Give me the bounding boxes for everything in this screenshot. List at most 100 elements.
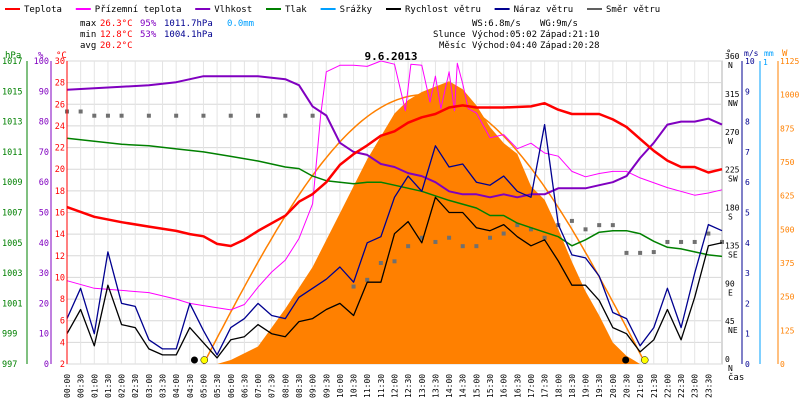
wind-direction-point xyxy=(692,239,697,244)
ms-tick-label: 2 xyxy=(745,299,750,308)
wind-direction-point xyxy=(201,113,206,118)
legend-label: Vlhkost xyxy=(214,5,252,15)
x-tick-label: 10:30 xyxy=(350,374,359,398)
sunset-info: Západ:21:10 xyxy=(540,30,600,40)
pct-tick-label: 20 xyxy=(39,299,49,309)
temp-tick-label: 14 xyxy=(55,230,65,240)
deg-tick-label: 315 xyxy=(725,90,740,99)
legend-label: Rychlost větru xyxy=(405,5,481,15)
deg-tick-label: 135 xyxy=(725,241,740,250)
temp-tick-label: 18 xyxy=(55,187,65,197)
deg-direction-label: SE xyxy=(728,250,738,259)
stat-min-temp: 12.8°C xyxy=(100,30,133,40)
deg-direction-label: NW xyxy=(728,99,738,108)
hpa-tick-label: 1011 xyxy=(2,148,22,158)
x-tick-label: 16:00 xyxy=(500,374,509,398)
x-axis-label: čas xyxy=(728,372,744,383)
legend-label: Náraz větru xyxy=(514,5,574,15)
deg-tick-label: 45 xyxy=(725,317,735,326)
legend-label: Směr větru xyxy=(606,5,660,15)
wind-direction-point xyxy=(406,244,411,249)
sunrise-info: Východ:05:02 xyxy=(472,30,537,40)
w-tick-label: 250 xyxy=(780,293,795,302)
ms-tick-label: 4 xyxy=(745,239,750,248)
stat-label: avg xyxy=(80,41,96,51)
deg-tick-label: 270 xyxy=(725,128,740,137)
stat-label: max xyxy=(80,19,97,29)
temp-tick-label: 26 xyxy=(55,100,65,110)
hpa-tick-label: 997 xyxy=(2,360,17,370)
wind-direction-point xyxy=(146,113,151,118)
temp-tick-label: 10 xyxy=(55,273,65,283)
hpa-axis-label: hPa xyxy=(5,51,21,61)
ms-tick-label: 3 xyxy=(745,269,750,278)
temp-tick-label: 24 xyxy=(55,122,65,132)
temp-tick-label: 16 xyxy=(55,209,65,219)
stat-min-hum: 53% xyxy=(140,30,157,40)
x-tick-label: 09:30 xyxy=(322,374,331,398)
legend-label: Teplota xyxy=(24,5,62,15)
stat-max-rain: 0.0mm xyxy=(227,19,254,29)
moonrise-info: Východ:04:40 xyxy=(472,41,537,51)
hpa-tick-label: 1003 xyxy=(2,269,22,279)
x-tick-label: 10:00 xyxy=(336,374,345,398)
hpa-tick-label: 1009 xyxy=(2,178,22,188)
temp-tick-label: 8 xyxy=(60,295,65,305)
temp-tick-label: 22 xyxy=(55,144,65,154)
temp-tick-label: 6 xyxy=(60,317,65,327)
deg-direction-label: N xyxy=(728,364,733,373)
x-tick-label: 00:30 xyxy=(77,374,86,398)
x-tick-label: 21:30 xyxy=(650,374,659,398)
pct-tick-label: 50 xyxy=(39,209,49,219)
ms-tick-label: 5 xyxy=(745,209,750,218)
pct-tick-label: 80 xyxy=(39,118,49,128)
sun-label: Slunce xyxy=(433,30,466,40)
deg-tick-label: 225 xyxy=(725,166,740,175)
wind-gust-info: WG:9m/s xyxy=(540,19,578,29)
ms-tick-label: 9 xyxy=(745,87,750,96)
w-tick-label: 375 xyxy=(780,259,795,268)
w-tick-label: 1125 xyxy=(780,57,799,66)
wind-direction-point xyxy=(679,239,684,244)
x-tick-label: 17:00 xyxy=(527,374,536,398)
x-tick-label: 14:30 xyxy=(459,374,468,398)
sun-rise-marker xyxy=(200,356,209,364)
pct-tick-label: 0 xyxy=(44,360,49,370)
x-tick-label: 13:00 xyxy=(418,374,427,398)
temp-axis-label: °C xyxy=(56,51,67,61)
x-tick-label: 05:30 xyxy=(213,374,222,398)
deg-axis-label: ° xyxy=(726,49,731,59)
deg-direction-label: W xyxy=(728,137,733,146)
wind-direction-point xyxy=(706,231,711,236)
x-tick-label: 11:30 xyxy=(377,374,386,398)
pct-tick-label: 60 xyxy=(39,178,49,188)
x-tick-label: 03:00 xyxy=(145,374,154,398)
moonset-info: Západ:20:28 xyxy=(540,41,600,51)
wind-gust-line xyxy=(66,123,723,356)
w-tick-label: 0 xyxy=(780,360,785,369)
wind-direction-point xyxy=(720,239,724,244)
x-tick-label: 06:00 xyxy=(227,374,236,398)
x-tick-label: 08:00 xyxy=(281,374,290,398)
chart-title: 9.6.2013 xyxy=(365,50,418,63)
x-tick-label: 20:30 xyxy=(622,374,631,398)
x-tick-label: 07:00 xyxy=(254,374,263,398)
wind-direction-point xyxy=(433,239,438,244)
temp-tick-label: 30 xyxy=(55,57,65,67)
pct-tick-label: 30 xyxy=(39,269,49,279)
wind-direction-point xyxy=(569,218,574,223)
pct-tick-label: 90 xyxy=(39,87,49,97)
x-tick-label: 18:30 xyxy=(568,374,577,398)
w-tick-label: 625 xyxy=(780,192,795,201)
x-tick-label: 21:00 xyxy=(636,374,645,398)
w-tick-label: 1000 xyxy=(780,91,799,100)
clear-sky-curve xyxy=(202,93,644,365)
wind-direction-point xyxy=(92,113,97,118)
ms-tick-label: 1 xyxy=(745,330,750,339)
wind-direction-point xyxy=(597,223,602,228)
x-tick-label: 15:00 xyxy=(472,374,481,398)
x-tick-label: 03:30 xyxy=(159,374,168,398)
wind-direction-point xyxy=(256,113,261,118)
